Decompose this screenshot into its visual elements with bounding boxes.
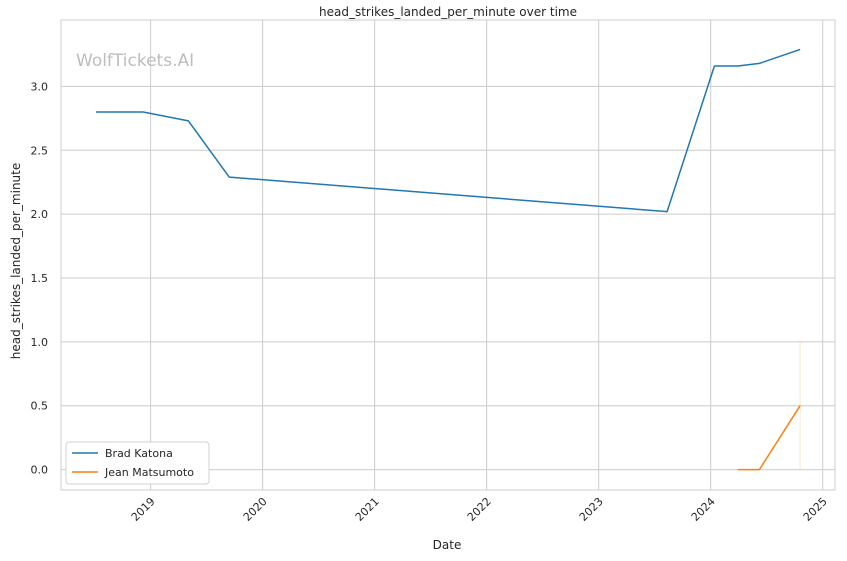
y-tick-label: 1.0 [31, 336, 49, 349]
x-tick-label: 2024 [689, 495, 718, 524]
legend-label-brad-katona: Brad Katona [105, 447, 173, 460]
watermark: WolfTickets.AI [76, 51, 194, 71]
series-layer [95, 48, 801, 471]
x-tick-label: 2025 [801, 495, 830, 524]
y-tick-label: 3.0 [31, 80, 49, 93]
series-line-jean-matsumoto [737, 405, 801, 471]
series-line-brad-katona [96, 48, 801, 213]
x-axis-label: Date [433, 538, 462, 552]
y-tick-label: 2.0 [31, 208, 49, 221]
y-axis-label: head_strikes_landed_per_minute [9, 163, 23, 360]
grid [61, 20, 835, 490]
y-tick-label: 0.0 [31, 464, 49, 477]
x-tick-label: 2019 [129, 495, 158, 524]
x-tick-label: 2022 [465, 495, 494, 524]
x-tick-label: 2020 [241, 495, 270, 524]
legend: Brad Katona Jean Matsumoto [65, 441, 210, 485]
y-tick-label: 2.5 [31, 144, 49, 157]
legend-label-jean-matsumoto: Jean Matsumoto [104, 466, 194, 479]
x-tick-label: 2021 [353, 495, 382, 524]
chart-title: head_strikes_landed_per_minute over time [319, 5, 577, 19]
y-tick-label: 1.5 [31, 272, 49, 285]
x-tick-label: 2023 [577, 495, 606, 524]
legend-box [65, 441, 210, 485]
plot-frame [60, 19, 836, 491]
y-tick-label: 0.5 [31, 400, 49, 413]
